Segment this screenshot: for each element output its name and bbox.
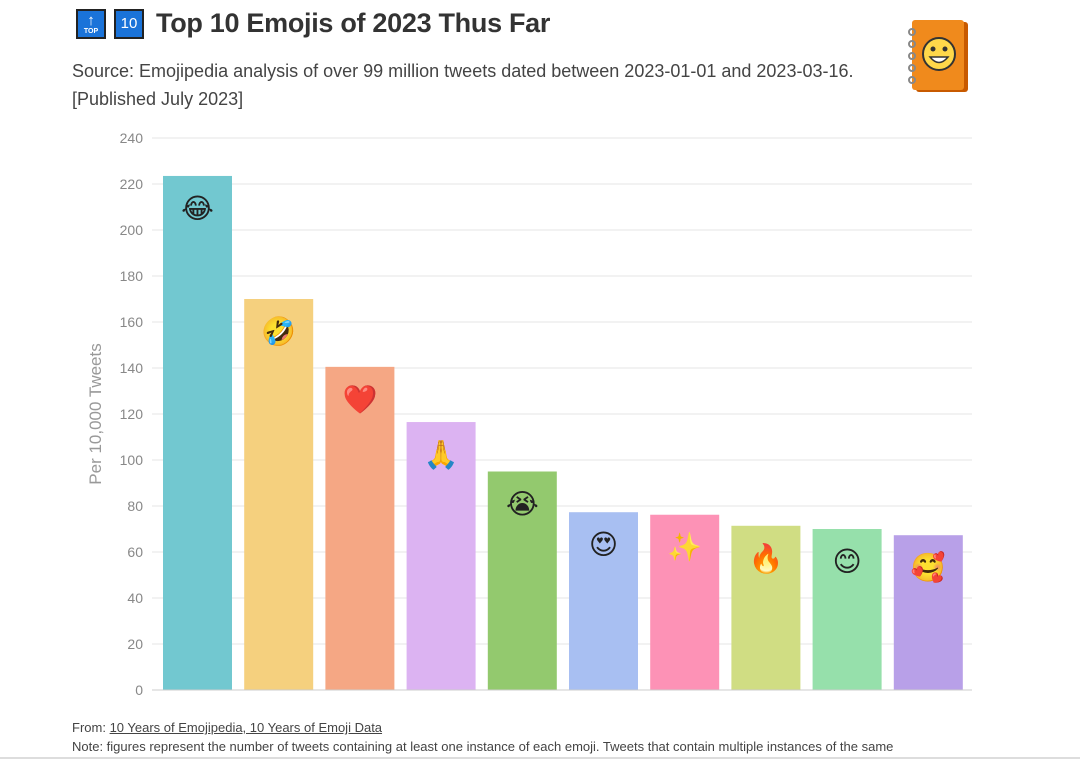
bar [650,514,720,690]
bar [244,299,314,690]
chart-title: Top 10 Emojis of 2023 Thus Far [156,8,551,38]
y-tick-label: 100 [120,452,144,468]
bar-emoji-label: 🥰 [911,550,946,584]
bar-emoji-label: ✨ [667,531,702,564]
y-axis-label: Per 10,000 Tweets [86,343,105,484]
arrow-up-icon: ↑ [87,11,95,29]
footnote: Note: figures represent the number of tw… [72,739,894,754]
y-tick-label: 180 [120,268,144,284]
bar-emoji-label: 🙏 [424,438,459,471]
bar [406,422,476,690]
y-tick-label: 140 [120,360,144,376]
bar [487,471,557,690]
y-tick-label: 240 [120,130,144,146]
source-link[interactable]: 10 Years of Emojipedia, 10 Years of Emoj… [109,720,383,735]
bar-emoji-label: 😊 [832,545,861,578]
chart-subtitle: Source: Emojipedia analysis of over 99 m… [72,61,854,109]
bar-emoji-label: ❤️ [342,383,377,416]
y-tick-label: 80 [127,498,143,514]
y-tick-label: 0 [135,682,143,698]
bar [812,529,882,690]
bar [325,366,395,690]
y-tick-label: 160 [120,314,144,330]
y-tick-label: 200 [120,222,144,238]
y-tick-label: 20 [127,636,143,652]
from-label: From: [72,720,106,735]
y-tick-label: 120 [120,406,144,422]
top-arrow-icon: ↑ TOP [76,8,106,39]
keycap-ten-icon: 10 [114,8,144,39]
bar [569,512,638,690]
bar-emoji-label: 😭 [506,488,539,521]
bar [731,525,801,690]
y-tick-label: 220 [120,176,144,192]
bar [163,175,232,690]
bar-emoji-label: 😍 [589,528,618,561]
top-badge-label: TOP [83,27,99,35]
emojipedia-logo-icon [908,20,968,92]
bar [893,535,963,690]
y-tick-label: 60 [127,544,143,560]
footer: From: 10 Years of Emojipedia, 10 Years o… [72,718,893,756]
title-row: ↑ TOP 10 Top 10 Emojis of 2023 Thus Far [76,8,550,39]
keycap-ten-label: 10 [120,15,138,32]
divider [0,757,1080,759]
bar-emoji-label: 😂 [181,192,214,225]
bar-chart: 0 20 40 60 80 100 120 140 160 180 200 220 240 Per 10,… [86,130,972,698]
bar-emoji-label: 🔥 [748,542,783,575]
y-tick-label: 40 [127,590,143,606]
bar-emoji-label: 🤣 [260,315,296,349]
